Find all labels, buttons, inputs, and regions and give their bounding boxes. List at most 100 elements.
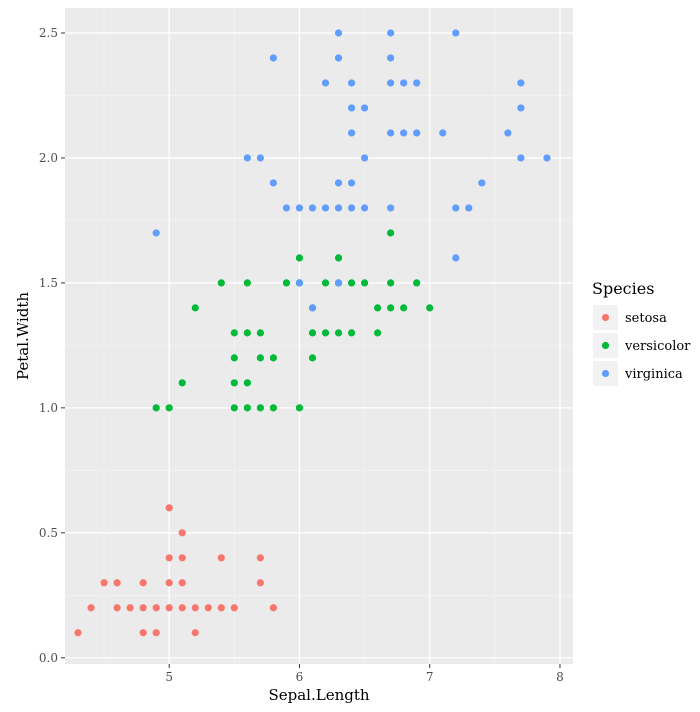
- point-versicolor: [191, 304, 199, 312]
- point-versicolor: [426, 304, 434, 312]
- point-virginica: [439, 129, 447, 137]
- point-virginica: [452, 29, 460, 37]
- y-tick-label: 0.5: [39, 526, 58, 540]
- point-virginica: [308, 304, 317, 312]
- point-virginica: [452, 204, 460, 212]
- point-versicolor: [374, 329, 382, 337]
- point-virginica: [321, 204, 330, 212]
- legend: Species setosa versicolor virginica: [592, 279, 691, 386]
- point-virginica: [517, 154, 525, 162]
- point-virginica: [334, 204, 343, 212]
- point-versicolor: [243, 379, 251, 387]
- point-virginica: [347, 104, 356, 112]
- point-setosa: [256, 579, 264, 587]
- y-axis-title: Petal.Width: [14, 292, 32, 380]
- x-axis-ticks: 5 6 7 8: [165, 664, 564, 684]
- point-versicolor: [321, 329, 330, 337]
- point-setosa: [100, 579, 108, 587]
- point-setosa: [217, 604, 225, 612]
- point-setosa: [191, 604, 199, 612]
- point-virginica: [465, 204, 473, 212]
- point-versicolor: [230, 404, 238, 412]
- point-versicolor: [334, 329, 343, 337]
- point-virginica: [269, 179, 278, 187]
- point-virginica: [360, 154, 369, 162]
- point-setosa: [204, 604, 212, 612]
- point-virginica: [387, 129, 395, 137]
- point-virginica: [543, 154, 551, 162]
- point-versicolor: [178, 379, 186, 387]
- point-setosa: [165, 604, 173, 612]
- point-versicolor: [230, 329, 238, 337]
- point-setosa: [256, 554, 264, 562]
- point-virginica: [387, 79, 395, 87]
- point-versicolor: [217, 279, 225, 287]
- point-versicolor: [387, 279, 395, 287]
- point-versicolor: [321, 279, 330, 287]
- point-virginica: [334, 54, 343, 62]
- point-versicolor: [347, 279, 356, 287]
- point-virginica: [334, 29, 343, 37]
- point-virginica: [387, 204, 395, 212]
- point-virginica: [269, 54, 278, 62]
- legend-swatch-virginica: [601, 369, 610, 378]
- point-setosa: [269, 604, 278, 612]
- point-setosa: [87, 604, 95, 612]
- point-virginica: [321, 79, 330, 87]
- point-versicolor: [243, 279, 251, 287]
- point-virginica: [282, 204, 291, 212]
- point-virginica: [334, 279, 343, 287]
- point-setosa: [126, 604, 134, 612]
- point-versicolor: [413, 279, 421, 287]
- point-virginica: [517, 79, 525, 87]
- point-setosa: [113, 604, 121, 612]
- point-setosa: [217, 554, 225, 562]
- y-axis-ticks: 0.0 0.5 1.0 1.5 2.0 2.5: [39, 26, 65, 665]
- point-virginica: [387, 54, 395, 62]
- legend-label-setosa: setosa: [625, 311, 667, 326]
- point-virginica: [347, 79, 356, 87]
- y-tick-label: 1.5: [39, 276, 58, 290]
- point-setosa: [152, 604, 160, 612]
- minor-gridlines: [65, 8, 573, 664]
- point-versicolor: [387, 229, 395, 237]
- point-versicolor: [387, 304, 395, 312]
- point-versicolor: [152, 404, 160, 412]
- point-versicolor: [308, 329, 317, 337]
- x-tick-label: 7: [426, 670, 434, 684]
- point-virginica: [360, 104, 369, 112]
- point-virginica: [360, 204, 369, 212]
- y-tick-label: 0.0: [39, 651, 58, 665]
- point-virginica: [452, 254, 460, 262]
- point-virginica: [295, 279, 304, 287]
- point-setosa: [139, 604, 147, 612]
- point-virginica: [347, 179, 356, 187]
- legend-swatch-setosa: [601, 313, 610, 322]
- point-setosa: [139, 629, 147, 637]
- point-versicolor: [230, 354, 238, 362]
- x-axis-title: Sepal.Length: [268, 686, 369, 704]
- point-versicolor: [256, 404, 264, 412]
- point-setosa: [178, 529, 186, 537]
- plot-panel: [65, 8, 573, 664]
- point-virginica: [256, 154, 264, 162]
- point-versicolor: [269, 354, 278, 362]
- point-setosa: [178, 554, 186, 562]
- point-virginica: [400, 79, 408, 87]
- point-virginica: [308, 204, 317, 212]
- point-versicolor: [347, 329, 356, 337]
- point-virginica: [347, 129, 356, 137]
- point-versicolor: [360, 279, 369, 287]
- point-virginica: [334, 179, 343, 187]
- point-setosa: [113, 579, 121, 587]
- point-setosa: [230, 604, 238, 612]
- legend-label-versicolor: versicolor: [624, 339, 691, 354]
- point-virginica: [152, 229, 160, 237]
- y-tick-label: 2.0: [39, 151, 58, 165]
- point-versicolor: [282, 279, 291, 287]
- point-versicolor: [165, 404, 173, 412]
- point-versicolor: [256, 354, 264, 362]
- point-versicolor: [243, 329, 251, 337]
- point-versicolor: [269, 404, 278, 412]
- point-setosa: [178, 604, 186, 612]
